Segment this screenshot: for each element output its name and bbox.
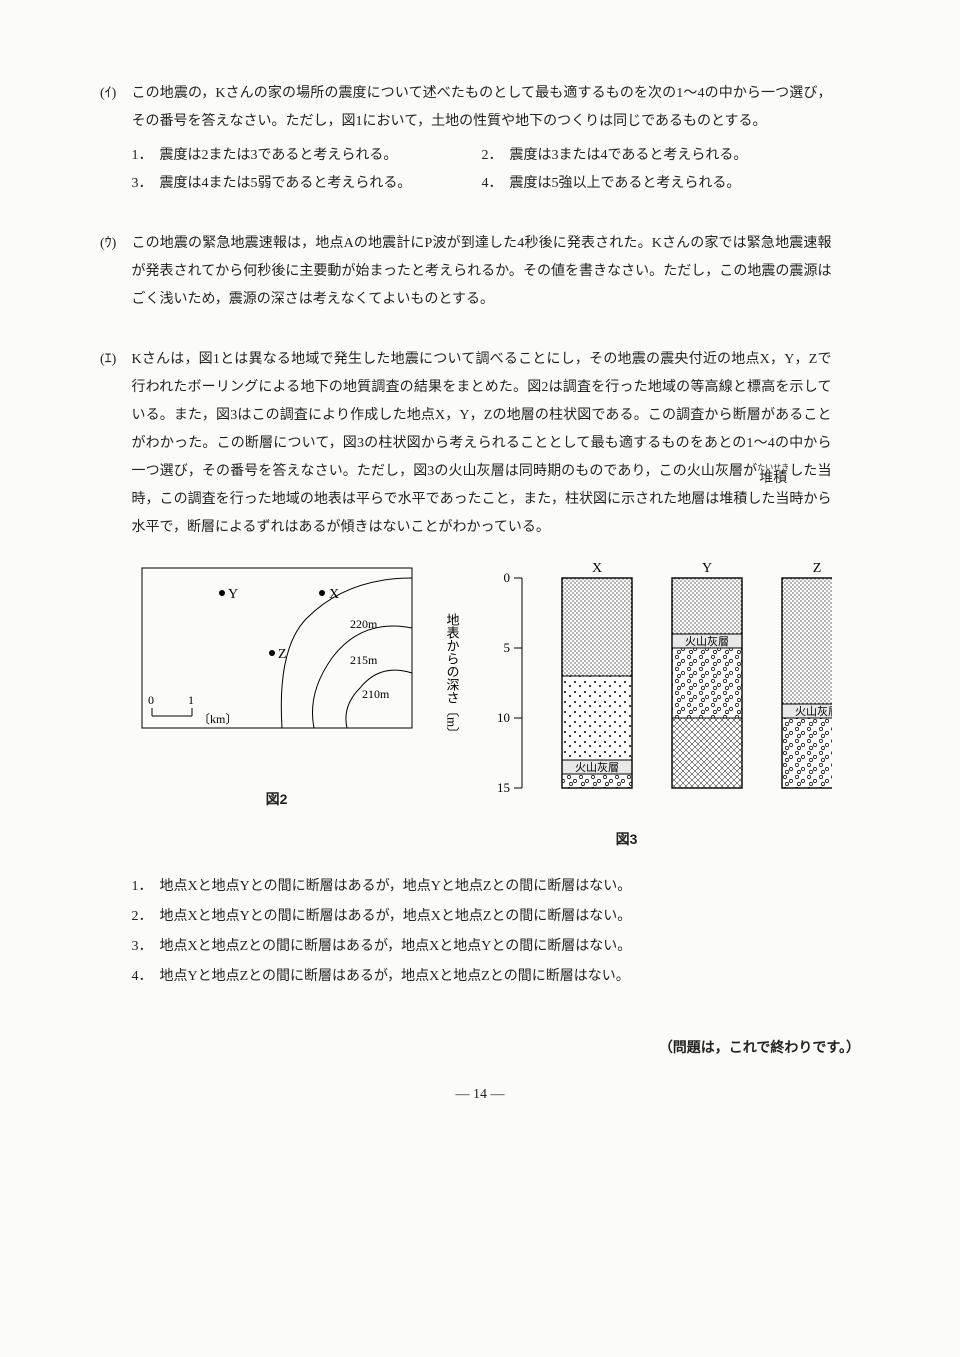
svg-text:火山灰層: 火山灰層: [795, 704, 832, 718]
fig2-contour-210: 210m: [362, 687, 390, 701]
choice-e-2: 2． 地点Xと地点Yとの間に断層はあるが，地点Xと地点Zとの間に断層はない。: [132, 903, 832, 931]
svg-text:10: 10: [497, 710, 510, 725]
choice-i-3: 3． 震度は4または5弱であると考えられる。: [132, 170, 482, 198]
question-i-choices: 1． 震度は2または3であると考えられる。 2． 震度は3または4であると考えら…: [132, 142, 832, 198]
fig2-scale-unit: 〔km〕: [198, 712, 237, 726]
svg-text:地表からの深さ〔m〕: 地表からの深さ〔m〕: [444, 613, 459, 740]
choice-i-4: 4． 震度は5強以上であると考えられる。: [482, 170, 832, 198]
choice-i-2: 2． 震度は3または4であると考えられる。: [482, 142, 832, 170]
question-i-body: この地震の，Kさんの家の場所の震度について述べたものとして最も適するものを次の1…: [132, 80, 832, 198]
fig2-scale-one: 1: [188, 693, 194, 707]
fig2-point-z: Z: [278, 647, 287, 662]
figure-2-svg: X Y Z 220m 215m 210m 0 1: [132, 558, 422, 768]
end-note: （問題は，これで終わりです。）: [100, 1033, 860, 1061]
fig2-contour-220: 220m: [350, 617, 378, 631]
fig2-point-x: X: [329, 587, 339, 602]
figure-3-caption: 図3: [422, 825, 832, 853]
choice-e-4: 4． 地点Yと地点Zとの間に断層はあるが，地点Xと地点Zとの間に断層はない。: [132, 963, 832, 991]
question-u: (ｳ) この地震の緊急地震速報は，地点Aの地震計にP波が到達した4秒後に発表され…: [100, 230, 860, 314]
fig2-scale-zero: 0: [148, 693, 154, 707]
question-e: (ｴ) Kさんは，図1とは異なる地域で発生した地震について調べることにし，その地…: [100, 346, 860, 993]
svg-text:Z: Z: [812, 561, 821, 576]
question-e-choices: 1． 地点Xと地点Yとの間に断層はあるが，地点Yと地点Zとの間に断層はない。 2…: [132, 873, 832, 991]
svg-text:火山灰層: 火山灰層: [575, 760, 619, 774]
figure-3: 0 5 10 15 地表からの深さ〔m〕 X 火山灰層 Y 火山灰層 Z 火山灰層 図3: [422, 558, 832, 853]
svg-text:0: 0: [503, 570, 510, 585]
svg-text:5: 5: [503, 640, 510, 655]
fig2-point-y: Y: [228, 587, 238, 602]
question-u-label: (ｳ): [100, 230, 128, 258]
fig2-contour-215: 215m: [350, 653, 378, 667]
figures-row: X Y Z 220m 215m 210m 0 1: [132, 558, 832, 853]
svg-text:X: X: [591, 561, 601, 576]
page-number: ― 14 ―: [100, 1081, 860, 1109]
figure-3-svg: 0 5 10 15 地表からの深さ〔m〕 X 火山灰層 Y 火山灰層 Z 火山灰層: [422, 558, 832, 808]
question-i-label: (ｲ): [100, 80, 128, 108]
figure-2: X Y Z 220m 215m 210m 0 1: [132, 558, 422, 853]
question-e-body: Kさんは，図1とは異なる地域で発生した地震について調べることにし，その地震の震央…: [132, 346, 832, 993]
figure-2-caption: 図2: [132, 785, 422, 813]
choice-e-3: 3． 地点Xと地点Zとの間に断層はあるが，地点Xと地点Yとの間に断層はない。: [132, 933, 832, 961]
question-e-label: (ｴ): [100, 346, 128, 374]
question-i: (ｲ) この地震の，Kさんの家の場所の震度について述べたものとして最も適するもの…: [100, 80, 860, 198]
question-u-text: この地震の緊急地震速報は，地点Aの地震計にP波が到達した4秒後に発表された。Kさ…: [132, 230, 832, 314]
svg-text:火山灰層: 火山灰層: [685, 634, 729, 648]
question-e-text-a: Kさんは，図1とは異なる地域で発生した地震について調べることにし，その地震の震央…: [132, 352, 832, 479]
ruby-taiseki: たいせき堆積: [757, 464, 789, 486]
choice-i-1: 1． 震度は2または3であると考えられる。: [132, 142, 482, 170]
choice-e-1: 1． 地点Xと地点Yとの間に断層はあるが，地点Yと地点Zとの間に断層はない。: [132, 873, 832, 901]
question-i-text: この地震の，Kさんの家の場所の震度について述べたものとして最も適するものを次の1…: [132, 86, 832, 129]
page: (ｲ) この地震の，Kさんの家の場所の震度について述べたものとして最も適するもの…: [60, 0, 900, 1149]
svg-text:Y: Y: [701, 561, 711, 576]
svg-text:15: 15: [497, 780, 510, 795]
